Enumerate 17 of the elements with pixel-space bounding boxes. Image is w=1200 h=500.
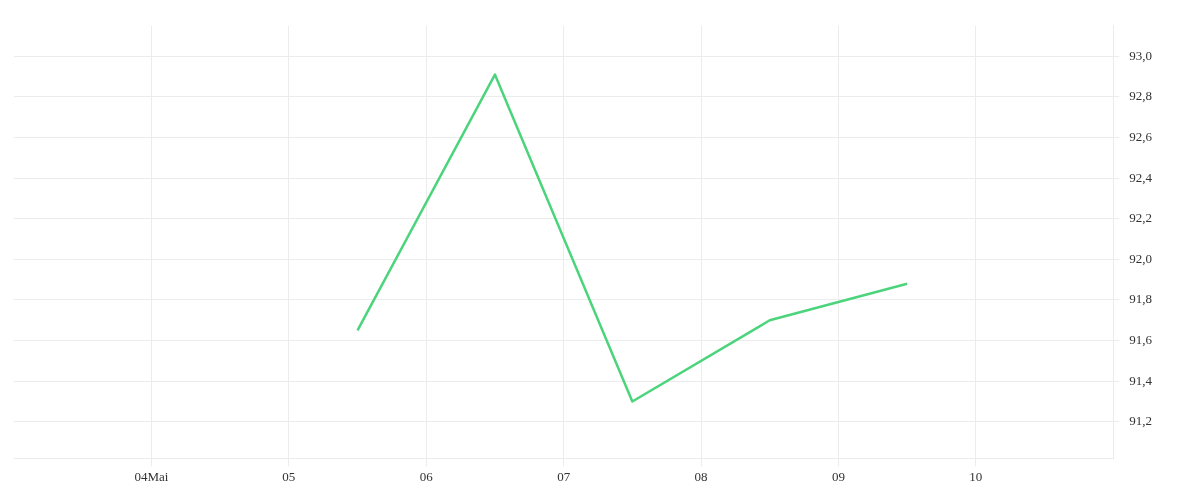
y-tick-label: 92,8 <box>1129 88 1152 104</box>
y-tick-label: 92,4 <box>1129 169 1153 185</box>
x-tick-label: 07 <box>557 468 571 484</box>
x-tick-label: 05 <box>282 468 296 484</box>
x-tick-label: 10 <box>969 468 983 484</box>
x-tick-label: 04Mai <box>134 468 169 484</box>
y-tick-label: 93,0 <box>1129 47 1152 63</box>
y-tick-label: 91,2 <box>1129 413 1152 429</box>
y-tick-label: 92,2 <box>1129 210 1152 226</box>
y-tick-label: 91,8 <box>1129 291 1152 307</box>
y-tick-label: 91,6 <box>1129 332 1153 348</box>
x-tick-label: 08 <box>694 468 708 484</box>
y-tick-label: 92,6 <box>1129 128 1153 144</box>
x-tick-label: 06 <box>419 468 434 484</box>
y-tick-label: 92,0 <box>1129 250 1152 266</box>
y-tick-label: 91,4 <box>1129 372 1153 388</box>
x-tick-label: 09 <box>831 468 845 484</box>
